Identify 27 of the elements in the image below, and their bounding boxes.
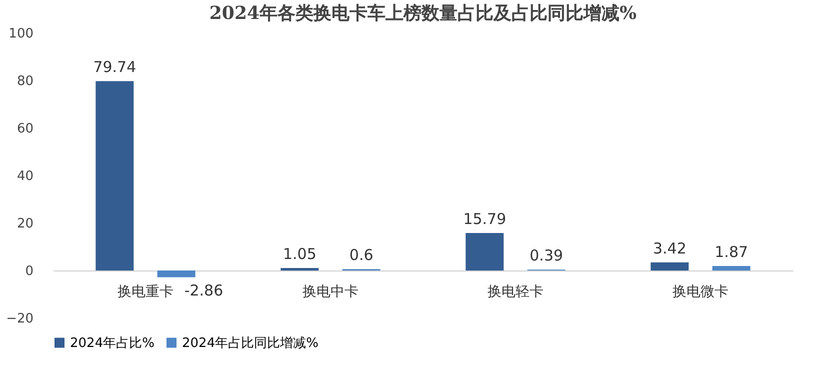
data-label: -2.86: [184, 281, 224, 300]
data-label: 1.05: [282, 245, 316, 264]
x-tick-label: 换电微卡: [672, 284, 728, 300]
bar: [466, 233, 504, 270]
data-label: 79.74: [93, 58, 136, 76]
y-tick-label: 0: [25, 264, 34, 279]
x-tick-label: 换电中卡: [302, 284, 358, 300]
y-tick-label: 20: [16, 216, 34, 232]
y-tick-label: 100: [8, 26, 34, 42]
x-tick-label: 换电轻卡: [488, 284, 544, 300]
data-label: 0.39: [530, 246, 564, 265]
data-label: 3.42: [652, 239, 686, 258]
bar: [712, 266, 750, 270]
legend-label: 2024年占比同比增减%: [182, 336, 318, 351]
data-label: 1.87: [714, 243, 748, 262]
y-tick-label: 40: [16, 169, 34, 184]
legend-label: 2024年占比%: [70, 336, 154, 351]
y-tick-label: 60: [16, 122, 34, 136]
data-label: 15.79: [463, 210, 506, 228]
y-tick-label: −20: [6, 312, 34, 326]
bar: [650, 262, 689, 270]
y-tick-label: 80: [16, 74, 34, 89]
x-tick-label: 换电重卡: [118, 284, 174, 300]
bar: [96, 81, 134, 270]
chart-title: 2024年各类换电卡车上榜数量占比及占比同比增减%: [209, 3, 637, 24]
bar: [157, 270, 196, 278]
data-label: 0.6: [349, 246, 374, 264]
